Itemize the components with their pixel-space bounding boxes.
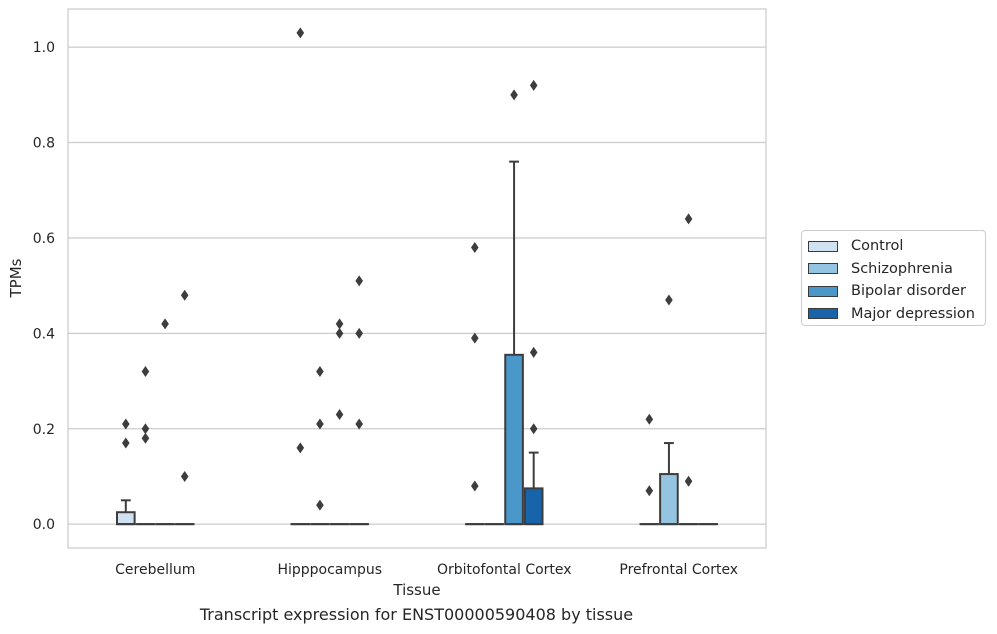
y-tick-label: 0.2 [33,422,55,438]
box-group [659,294,679,526]
box-group [523,79,544,526]
x-tick-label: Cerebellum [115,562,195,578]
legend-swatch [808,308,838,319]
outlier-point [316,366,324,378]
x-tick-label: Prefrontal Cortex [619,562,738,578]
legend-swatch [808,285,838,297]
y-tick-label: 0.4 [33,326,55,342]
box-rect [659,473,679,526]
box-group [115,418,136,526]
outlier-point [141,366,150,378]
y-axis-label: TPMs [7,258,25,298]
legend-item: Control [808,237,903,255]
outlier-point [316,499,324,511]
y-tick-label: 0.8 [33,136,55,152]
box-group [290,27,311,526]
legend-label: Bipolar disorder [851,283,966,299]
chart-title: Transcript expression for ENST0000059040… [199,605,634,624]
outlier-point [684,475,693,487]
legend-item: Major depression [808,305,975,323]
x-axis-ticks: Cerebellum Hipppocampus Orbitofontal Corte… [115,562,738,578]
outlier-point [180,470,189,482]
outlier-point [529,346,538,358]
box-group [504,89,524,526]
outlier-point [529,79,538,91]
box-group [174,289,195,526]
outlier-point [335,327,344,339]
y-tick-label: 0.0 [33,517,55,533]
outlier-point [471,480,479,492]
outlier-point [645,485,654,497]
outlier-point [471,332,479,344]
y-tick-label: 1.0 [33,40,55,56]
box-group [329,318,350,526]
outlier-point [665,294,673,306]
legend-item: Schizophrenia [808,260,953,278]
box-group [155,318,175,526]
outlier-point [471,241,479,253]
x-tick-label: Hipppocampus [277,562,382,578]
outlier-point [180,289,189,301]
box-plot-marks [115,27,719,526]
box-group [349,275,370,526]
outlier-point [335,318,344,330]
outlier-point [296,27,305,39]
outlier-point [510,89,518,101]
legend-label: Control [851,238,904,254]
legend-label: Schizophrenia [851,260,953,277]
y-tick-label: 0.6 [33,231,55,247]
outlier-point [122,437,130,449]
outlier-point [684,213,693,225]
outlier-point [355,275,363,287]
outlier-point [141,432,150,444]
legend-item: Bipolar disorder [808,282,966,300]
box-group [464,241,485,526]
x-tick-label: Orbitofontal Cortex [437,562,572,578]
legend: Control Schizophrenia Bipolar disorder Majo… [801,230,986,326]
outlier-point [355,418,363,430]
box-rect [523,487,544,526]
legend-label: Major depression [851,305,975,322]
grid-lines [68,46,766,525]
outlier-point [335,408,344,420]
legend-swatch [808,240,838,252]
outlier-point [355,327,363,339]
box-group [678,213,699,526]
outlier-point [645,413,654,425]
box-group [310,366,330,526]
plot-frame [67,8,767,549]
outlier-point [296,442,305,454]
outlier-point [316,418,324,430]
box-group [639,413,660,526]
outlier-point [161,318,169,330]
outlier-point [529,423,538,435]
x-axis-label: Tissue [392,581,440,599]
box-rect [504,353,524,526]
outlier-point [122,418,130,430]
box-group [135,366,156,526]
y-axis-ticks: 0.0 0.2 0.4 0.6 0.8 1.0 [33,40,55,533]
outlier-point [141,423,150,435]
legend-swatch [808,263,838,274]
box-rect [115,511,136,526]
